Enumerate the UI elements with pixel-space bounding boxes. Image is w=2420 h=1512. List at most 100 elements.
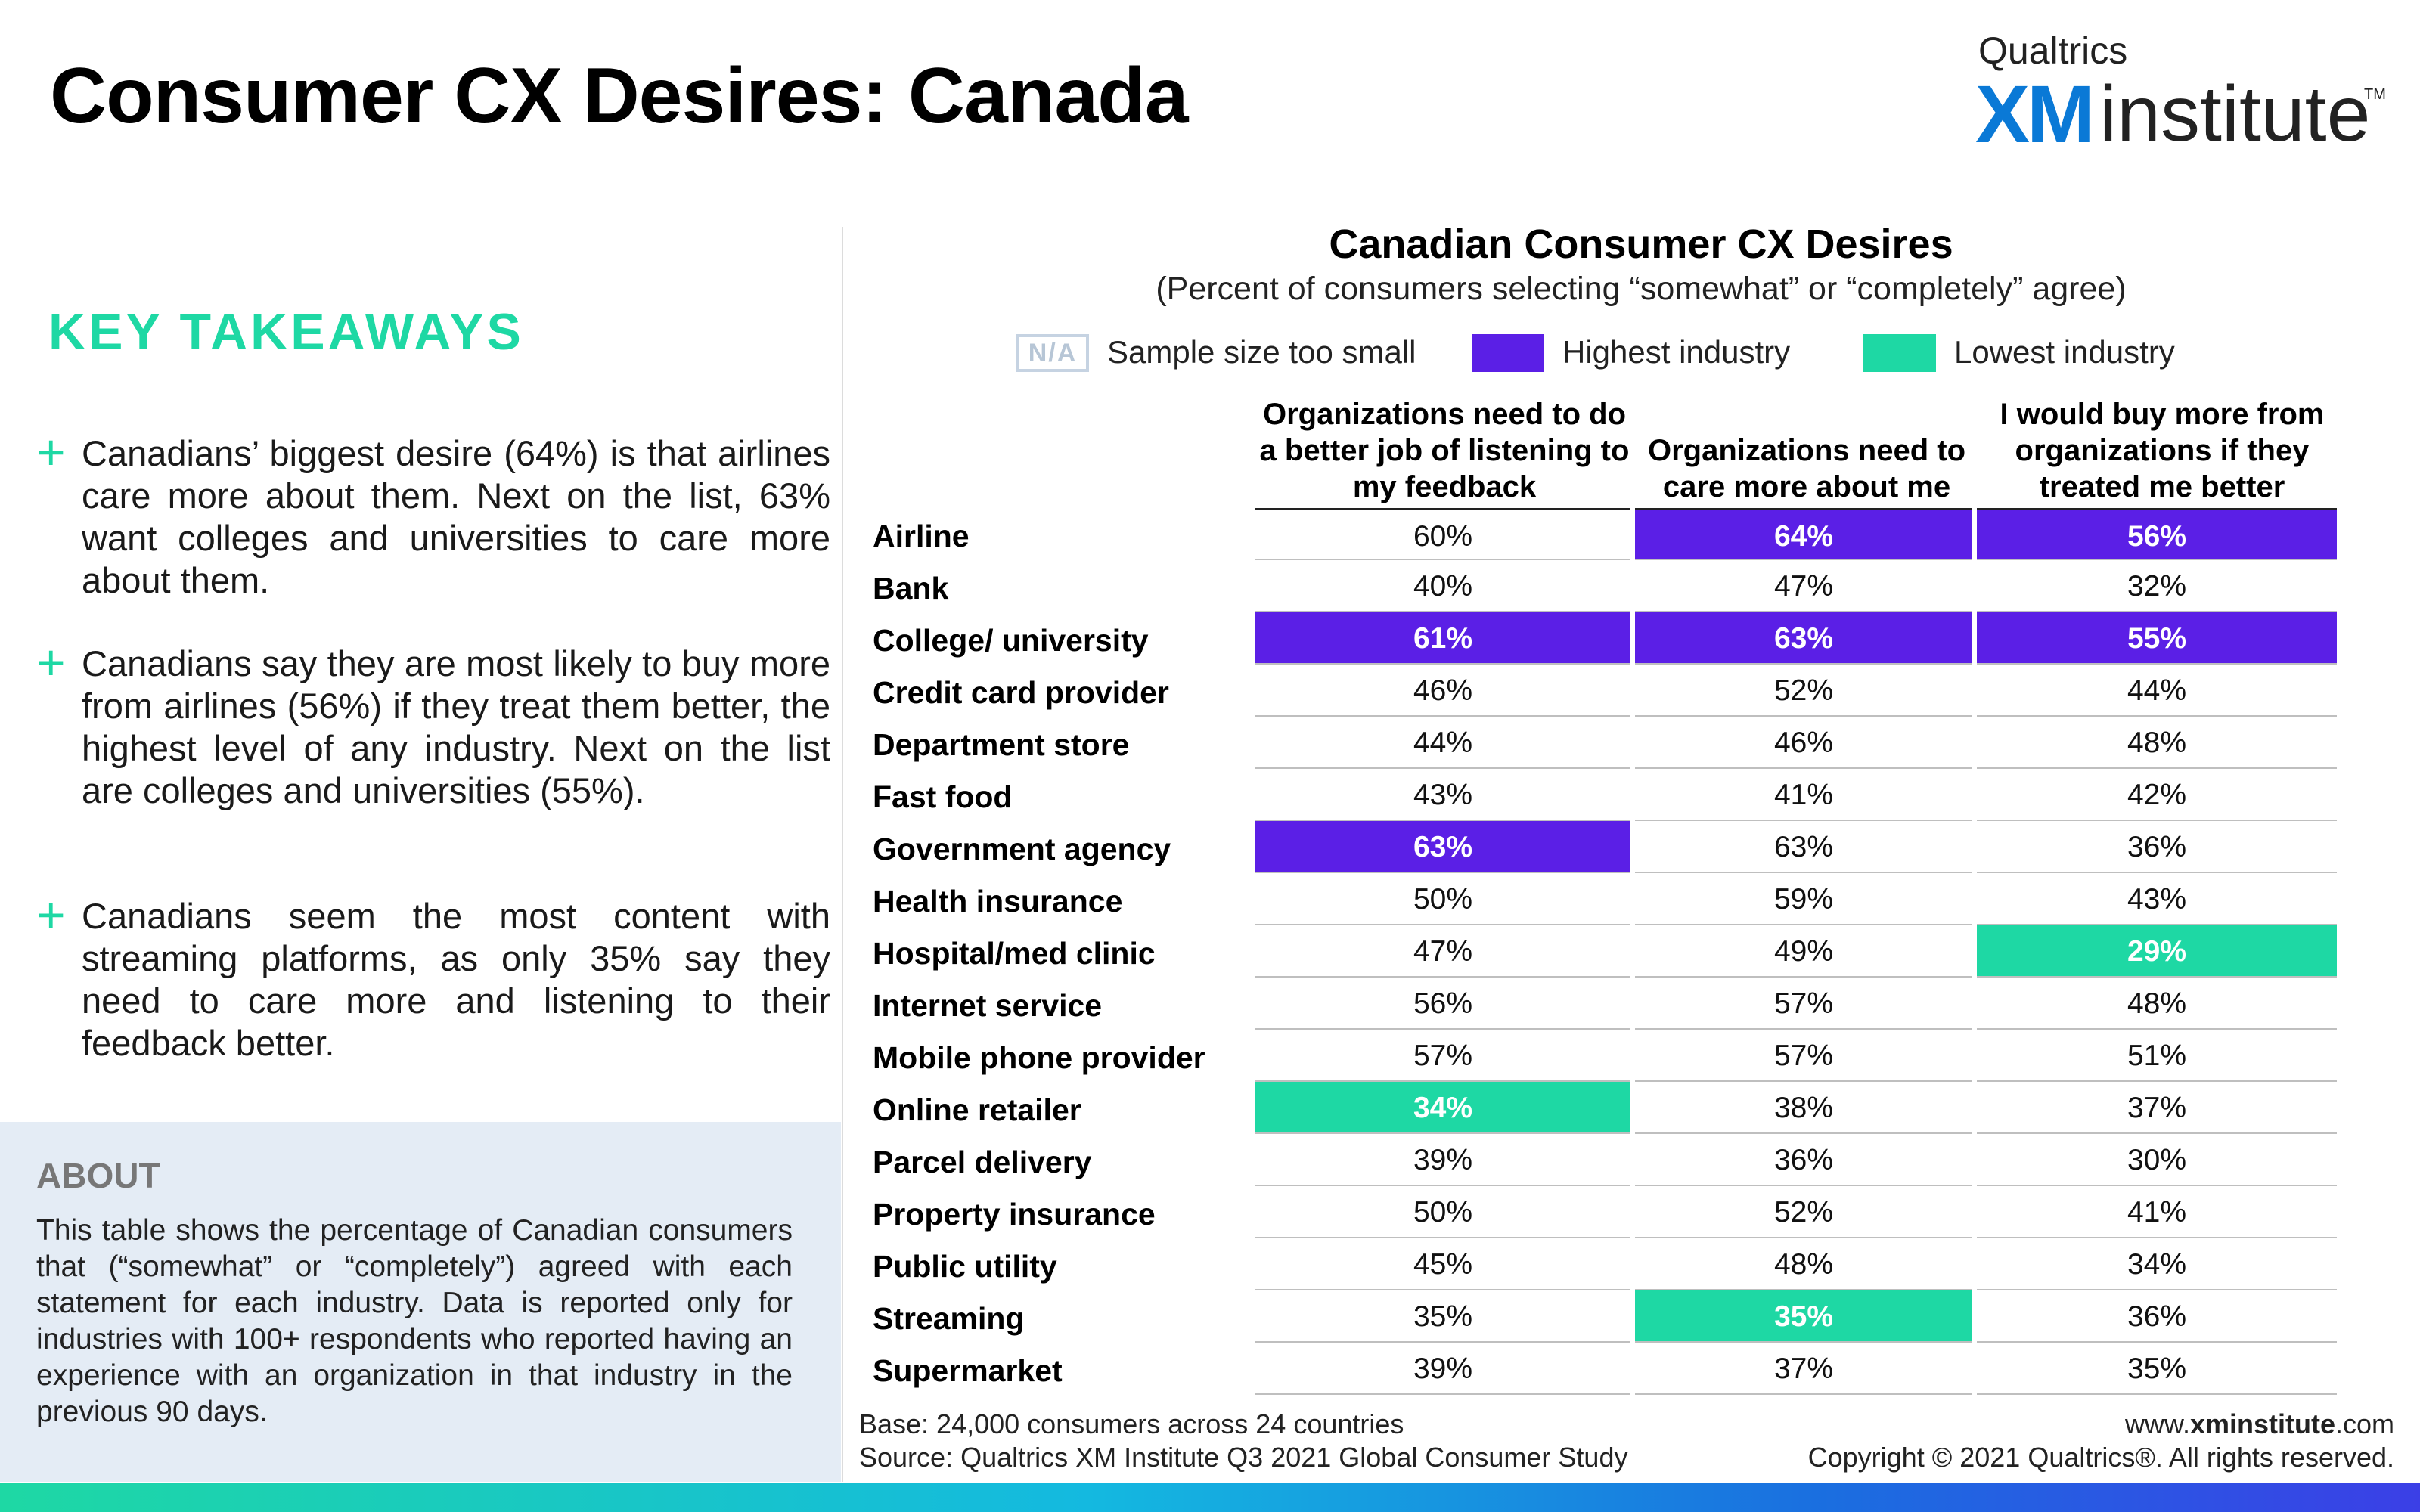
- table-row: Public utility 45% 48% 34%: [870, 1238, 2420, 1290]
- table-cell: 57%: [1635, 1030, 1972, 1082]
- table-row: Parcel delivery 39% 36% 30%: [870, 1134, 2420, 1186]
- table-row: Internet service 56% 57% 48%: [870, 978, 2420, 1030]
- legend-na: N/A Sample size too small: [1016, 330, 1455, 375]
- table-cell: 38%: [1635, 1082, 1972, 1134]
- table-cell: 42%: [1977, 769, 2337, 821]
- table-cell: 52%: [1635, 1186, 1972, 1238]
- row-label: Internet service: [873, 988, 1103, 1023]
- plus-icon: +: [36, 887, 66, 943]
- table-cell: 39%: [1255, 1343, 1630, 1395]
- row-label: Government agency: [873, 832, 1171, 866]
- table-row: Health insurance 50% 59% 43%: [870, 873, 2420, 925]
- page-title: Consumer CX Desires: Canada: [50, 52, 1189, 140]
- table-row: Supermarket 39% 37% 35%: [870, 1343, 2420, 1395]
- table-cell: 63%: [1635, 612, 1972, 665]
- row-label: Credit card provider: [873, 675, 1169, 710]
- takeaway-item: + Canadians seem the most content with s…: [36, 887, 830, 1063]
- copyright-text: Copyright © 2021 Qualtrics®. All rights …: [1807, 1442, 2394, 1473]
- column-header-listening: Organizations need to do a better job of…: [1259, 398, 1630, 503]
- table-row: College/ university 61% 63% 55%: [870, 612, 2420, 665]
- logo-institute-text: institute: [2099, 70, 2371, 158]
- table-cell: 59%: [1635, 873, 1972, 925]
- table-cell: 43%: [1977, 873, 2337, 925]
- column-header-buy-more: I would buy more from organizations if t…: [2000, 398, 2325, 503]
- takeaway-item: + Canadians’ biggest desire (64%) is tha…: [36, 424, 830, 600]
- table-cell: 60%: [1255, 508, 1630, 560]
- takeaway-text: Canadians seem the most content with str…: [82, 896, 830, 1063]
- takeaway-item: + Canadians say they are most likely to …: [36, 634, 830, 854]
- table-cell: 40%: [1255, 560, 1630, 612]
- row-label: Fast food: [873, 779, 1013, 814]
- footer-base-text: Base: 24,000 consumers across 24 countri…: [859, 1408, 1404, 1439]
- table-row: Hospital/med clinic 47% 49% 29%: [870, 925, 2420, 978]
- legend-highest-swatch: [1472, 334, 1544, 372]
- table-cell: 57%: [1635, 978, 1972, 1030]
- legend-highest-label: Highest industry: [1562, 334, 1791, 370]
- footer-copyright: www.xminstitute.com Copyright © 2021 Qua…: [1808, 1408, 2394, 1474]
- legend-na-label: Sample size too small: [1107, 334, 1416, 370]
- table-cell: 52%: [1635, 665, 1972, 717]
- website-domain: xminstitute: [2189, 1408, 2335, 1439]
- table-cell: 35%: [1255, 1290, 1630, 1343]
- table-cell: 56%: [1977, 508, 2337, 560]
- logo-qualtrics-text: Qualtrics: [1978, 29, 2128, 72]
- chart-subtitle: (Percent of consumers selecting “somewha…: [1156, 271, 2127, 307]
- table-cell: 41%: [1635, 769, 1972, 821]
- row-label: Airline: [873, 519, 970, 553]
- table-cell: 43%: [1255, 769, 1630, 821]
- table-row: Government agency 63% 63% 36%: [870, 821, 2420, 873]
- about-text: This table shows the percentage of Canad…: [36, 1214, 793, 1428]
- plus-icon: +: [36, 424, 66, 480]
- table-row: Streaming 35% 35% 36%: [870, 1290, 2420, 1343]
- column-header-care: Organizations need to care more about me: [1647, 434, 1966, 503]
- row-label: Supermarket: [873, 1353, 1063, 1388]
- table-row: Credit card provider 46% 52% 44%: [870, 665, 2420, 717]
- table-cell: 35%: [1977, 1343, 2337, 1395]
- table-cell: 34%: [1255, 1082, 1630, 1134]
- table-row: Bank 40% 47% 32%: [870, 560, 2420, 612]
- table-cell: 51%: [1977, 1030, 2337, 1082]
- table-cell: 32%: [1977, 560, 2337, 612]
- row-label: College/ university: [873, 623, 1149, 658]
- about-title: ABOUT: [36, 1156, 160, 1195]
- key-takeaways-heading: KEY TAKEAWAYS: [48, 303, 524, 361]
- table-cell: 48%: [1977, 717, 2337, 769]
- table-cell: 36%: [1977, 821, 2337, 873]
- table-cell: 37%: [1635, 1343, 1972, 1395]
- row-label: Public utility: [873, 1249, 1057, 1284]
- table-cell: 29%: [1977, 925, 2337, 978]
- table-cell: 47%: [1635, 560, 1972, 612]
- about-box: ABOUT This table shows the percentage of…: [0, 1122, 841, 1482]
- gradient-bottom-bar: [0, 1483, 2420, 1512]
- table-row: Airline 60% 64% 56%: [870, 508, 2420, 560]
- table-cell: 37%: [1977, 1082, 2337, 1134]
- xm-institute-logo: Qualtrics XM institute TM: [1975, 29, 2387, 160]
- website-suffix: .com: [2335, 1408, 2394, 1439]
- table-cell: 49%: [1635, 925, 1972, 978]
- legend-lowest: Lowest industry: [1863, 330, 2211, 375]
- row-label: Streaming: [873, 1301, 1025, 1336]
- plus-icon: +: [36, 634, 66, 690]
- table-row: Department store 44% 46% 48%: [870, 717, 2420, 769]
- table-cell: 36%: [1635, 1134, 1972, 1186]
- table-row: Online retailer 34% 38% 37%: [870, 1082, 2420, 1134]
- table-cell: 41%: [1977, 1186, 2337, 1238]
- table-cell: 39%: [1255, 1134, 1630, 1186]
- table-cell: 45%: [1255, 1238, 1630, 1290]
- table-cell: 64%: [1635, 508, 1972, 560]
- panel-divider: [842, 227, 843, 1482]
- table-cell: 50%: [1255, 1186, 1630, 1238]
- row-label: Health insurance: [873, 884, 1123, 919]
- row-label: Parcel delivery: [873, 1145, 1092, 1179]
- row-label: Bank: [873, 571, 949, 606]
- legend-lowest-swatch: [1863, 334, 1936, 372]
- table-cell: 46%: [1635, 717, 1972, 769]
- website-link[interactable]: www.xminstitute.com: [1808, 1408, 2394, 1441]
- row-label: Online retailer: [873, 1092, 1081, 1127]
- table-cell: 50%: [1255, 873, 1630, 925]
- website-prefix: www.: [2124, 1408, 2190, 1439]
- table-row: Mobile phone provider 57% 57% 51%: [870, 1030, 2420, 1082]
- table-cell: 30%: [1977, 1134, 2337, 1186]
- table-cell: 63%: [1255, 821, 1630, 873]
- table-cell: 44%: [1255, 717, 1630, 769]
